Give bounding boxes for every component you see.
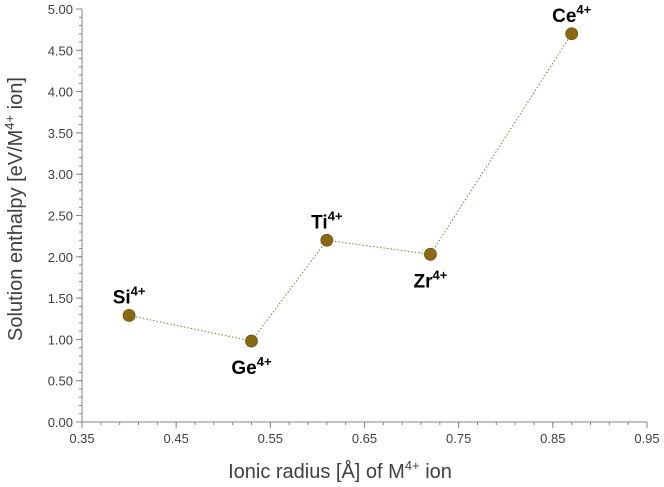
y-tick-label: 0.50	[48, 374, 73, 389]
x-tick-label: 0.35	[69, 431, 94, 446]
data-label-ge: Ge4+	[231, 354, 272, 379]
data-points	[122, 27, 579, 348]
y-tick-label: 0.00	[48, 415, 73, 430]
y-axis-ticks: 0.00 0.50 1.00 1.50 2.00 2.50 3.00 3.50 4.00 4.50…	[48, 2, 82, 430]
y-tick-label: 2.00	[48, 250, 73, 265]
x-tick-label: 0.65	[352, 431, 377, 446]
y-tick-label: 2.50	[48, 209, 73, 224]
y-tick-label: 1.50	[48, 291, 73, 306]
x-tick-label: 0.85	[540, 431, 565, 446]
y-tick-label: 3.50	[48, 126, 73, 141]
data-point-ce	[565, 27, 579, 41]
y-tick-label: 3.00	[48, 167, 73, 182]
x-tick-label: 0.45	[164, 431, 189, 446]
y-tick-label: 4.00	[48, 85, 73, 100]
x-tick-label: 0.75	[446, 431, 471, 446]
y-axis-title: Solution enthalpy [eV/M4+ ion]	[2, 77, 27, 341]
data-point-zr	[424, 247, 437, 261]
data-labels: Si4+ Ge4+ Ti4+ Zr4+ Ce4+	[113, 2, 592, 379]
series-line	[128, 33, 573, 342]
data-point-ge	[245, 334, 258, 348]
data-label-zr: Zr4+	[414, 267, 448, 292]
data-label-ti: Ti4+	[311, 208, 343, 233]
y-tick-label: 1.00	[48, 332, 73, 347]
x-tick-label: 0.55	[258, 431, 283, 446]
x-axis-ticks: 0.35 0.45 0.55 0.65 0.75 0.85 0.95	[69, 422, 660, 446]
data-point-si	[122, 309, 136, 322]
data-label-si: Si4+	[113, 283, 146, 308]
y-tick-label: 4.50	[48, 43, 73, 58]
data-label-ce: Ce4+	[552, 2, 592, 27]
y-tick-label: 5.00	[48, 2, 73, 17]
x-tick-label: 0.95	[634, 431, 659, 446]
x-axis-title: Ionic radius [Å] of M4+ ion	[228, 458, 452, 483]
data-point-ti	[320, 233, 334, 247]
